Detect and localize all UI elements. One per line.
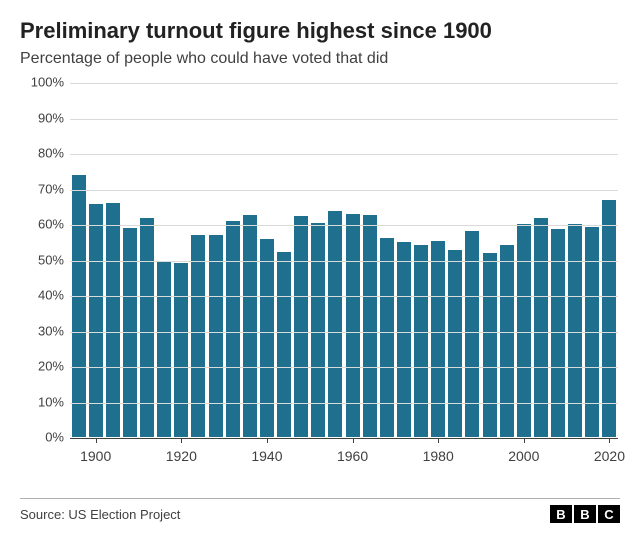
x-axis-line xyxy=(70,438,618,439)
bar xyxy=(534,218,548,437)
gridline xyxy=(70,119,618,120)
y-tick-label: 10% xyxy=(20,394,64,409)
gridline xyxy=(70,154,618,155)
bar xyxy=(517,224,531,437)
y-tick-label: 100% xyxy=(20,75,64,90)
bar xyxy=(311,223,325,437)
x-tick xyxy=(353,438,354,443)
y-tick-label: 70% xyxy=(20,181,64,196)
bar xyxy=(191,235,205,437)
bar xyxy=(448,250,462,437)
bar xyxy=(380,238,394,438)
x-tick xyxy=(96,438,97,443)
y-tick-label: 60% xyxy=(20,217,64,232)
x-tick-label: 1980 xyxy=(423,448,454,464)
bar xyxy=(243,215,257,437)
bar xyxy=(465,231,479,437)
x-tick xyxy=(524,438,525,443)
chart-subtitle: Percentage of people who could have vote… xyxy=(20,50,620,68)
y-tick-label: 50% xyxy=(20,252,64,267)
bar xyxy=(157,262,171,437)
gridline xyxy=(70,367,618,368)
bbc-logo-letter: B xyxy=(574,505,596,523)
gridline xyxy=(70,190,618,191)
bar xyxy=(209,235,223,437)
bar xyxy=(397,242,411,437)
y-tick-label: 30% xyxy=(20,323,64,338)
y-tick-label: 90% xyxy=(20,110,64,125)
gridline xyxy=(70,403,618,404)
bar xyxy=(500,245,514,437)
y-tick-label: 80% xyxy=(20,146,64,161)
gridline xyxy=(70,83,618,84)
y-tick-label: 20% xyxy=(20,359,64,374)
bar xyxy=(260,239,274,437)
x-tick-label: 1920 xyxy=(166,448,197,464)
bar xyxy=(483,253,497,437)
x-tick xyxy=(438,438,439,443)
chart-footer: Source: US Election Project BBC xyxy=(20,498,620,523)
bar xyxy=(363,215,377,437)
plot-area xyxy=(70,82,618,437)
x-tick-label: 2020 xyxy=(594,448,625,464)
y-tick-label: 0% xyxy=(20,430,64,445)
gridline xyxy=(70,261,618,262)
x-tick xyxy=(609,438,610,443)
bar xyxy=(140,218,154,437)
bar xyxy=(602,200,616,437)
bar xyxy=(346,214,360,437)
x-tick-label: 2000 xyxy=(508,448,539,464)
bar xyxy=(414,245,428,437)
gridline xyxy=(70,225,618,226)
chart-area: 0%10%20%30%40%50%60%70%80%90%100%1900192… xyxy=(20,82,620,477)
bbc-logo-letter: C xyxy=(598,505,620,523)
x-tick-label: 1940 xyxy=(251,448,282,464)
x-tick-label: 1900 xyxy=(80,448,111,464)
bar xyxy=(226,221,240,437)
bar xyxy=(277,252,291,437)
source-text: Source: US Election Project xyxy=(20,507,180,522)
bar xyxy=(174,263,188,437)
x-tick-label: 1960 xyxy=(337,448,368,464)
x-tick xyxy=(181,438,182,443)
bar xyxy=(568,224,582,437)
x-tick xyxy=(267,438,268,443)
bbc-logo: BBC xyxy=(550,505,620,523)
bar xyxy=(294,216,308,437)
gridline xyxy=(70,332,618,333)
bar xyxy=(72,175,86,437)
bar xyxy=(431,241,445,437)
chart-title: Preliminary turnout figure highest since… xyxy=(20,18,620,44)
y-tick-label: 40% xyxy=(20,288,64,303)
gridline xyxy=(70,296,618,297)
bbc-logo-letter: B xyxy=(550,505,572,523)
